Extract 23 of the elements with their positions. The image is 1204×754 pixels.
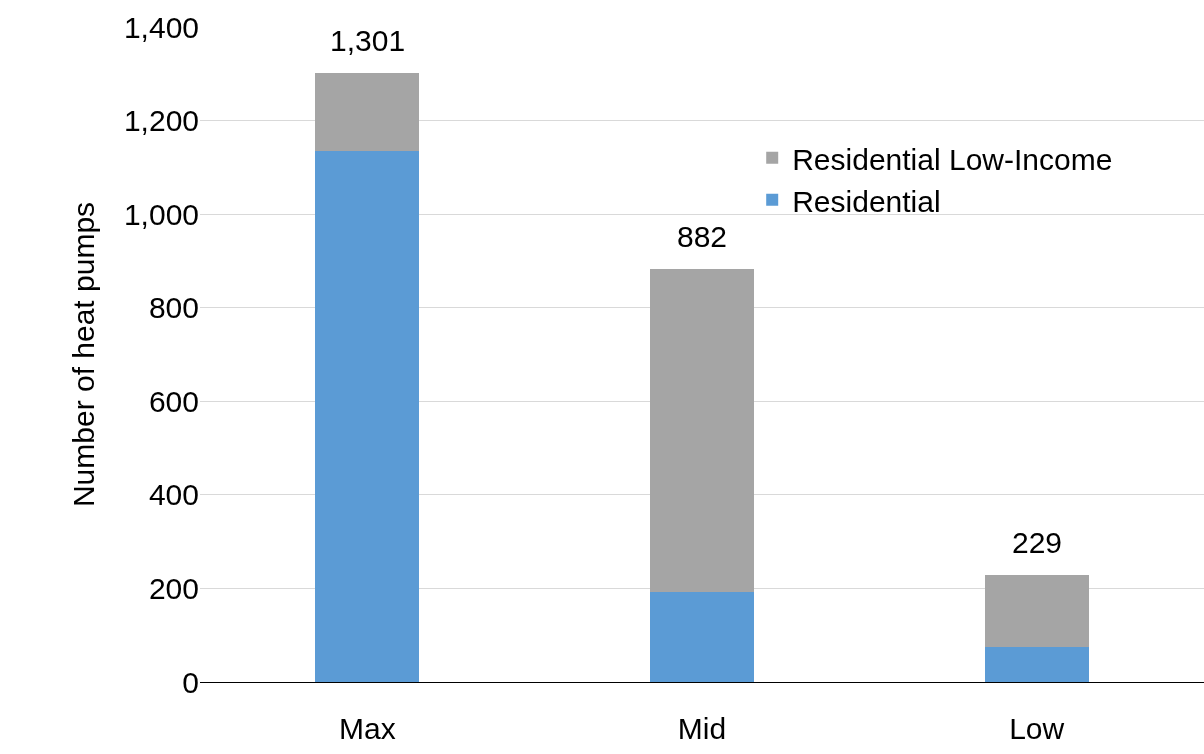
bar xyxy=(315,73,420,151)
total-label: 229 xyxy=(1012,526,1063,559)
total-label: 1,301 xyxy=(330,24,406,57)
bar xyxy=(984,646,1089,682)
bar xyxy=(650,269,754,593)
x-tick-label: Max xyxy=(338,712,396,745)
legend-label: Residential xyxy=(792,184,941,218)
bar xyxy=(650,592,754,682)
x-tick-label: Mid xyxy=(677,712,727,745)
y-tick-label: 1,400 xyxy=(123,10,199,44)
total-label: 882 xyxy=(677,220,728,253)
y-tick-label: 400 xyxy=(148,478,199,512)
y-tick-label: 1,200 xyxy=(123,104,199,138)
x-tick-label: Low xyxy=(1009,712,1065,745)
y-tick-label: 200 xyxy=(148,571,199,605)
y-tick-label: 800 xyxy=(148,291,199,325)
y-tick-label: 0 xyxy=(182,665,199,699)
legend-label: Residential Low-Income xyxy=(792,142,1113,176)
y-axis-title: Number of heat pumps xyxy=(66,201,100,508)
y-tick-label: 600 xyxy=(148,384,199,418)
bar xyxy=(315,150,420,682)
bar xyxy=(984,574,1089,647)
y-tick-label: 1,000 xyxy=(123,197,199,231)
